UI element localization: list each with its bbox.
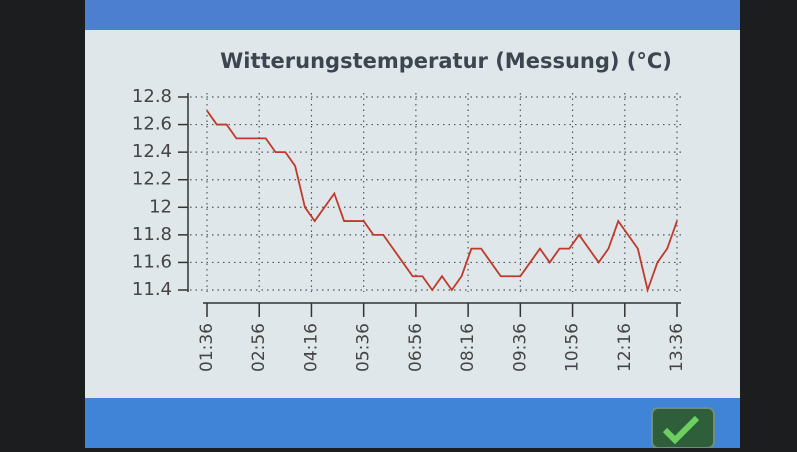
y-tick-label: 12 — [149, 196, 172, 217]
x-tick-label: 02:56 — [249, 323, 269, 372]
y-tick-label: 11.4 — [132, 279, 172, 300]
y-tick-label: 12.6 — [132, 114, 172, 135]
x-tick-label: 06:56 — [406, 323, 426, 372]
y-tick-label: 12.8 — [132, 86, 172, 107]
y-tick-label: 12.4 — [132, 141, 172, 162]
screen-background — [85, 0, 740, 448]
y-tick-label: 12.2 — [132, 169, 172, 190]
bottom-bar — [85, 398, 740, 448]
x-tick-label: 10:56 — [563, 323, 583, 372]
y-tick-label: 11.6 — [132, 251, 172, 272]
chart-title: Witterungstemperatur (Messung) (°C) — [220, 49, 672, 73]
x-tick-label: 05:36 — [354, 323, 374, 372]
data-line — [206, 110, 678, 294]
top-bar — [85, 0, 740, 30]
x-tick-label: 08:16 — [458, 323, 478, 372]
x-tick-label: 09:36 — [510, 323, 530, 372]
x-tick-label: 13:36 — [667, 323, 687, 372]
y-tick-label: 11.8 — [132, 224, 172, 245]
x-tick-label: 04:16 — [301, 323, 321, 372]
x-tick-label: 12:16 — [615, 323, 635, 372]
check-icon — [662, 415, 700, 445]
x-tick-label: 01:36 — [197, 323, 217, 372]
